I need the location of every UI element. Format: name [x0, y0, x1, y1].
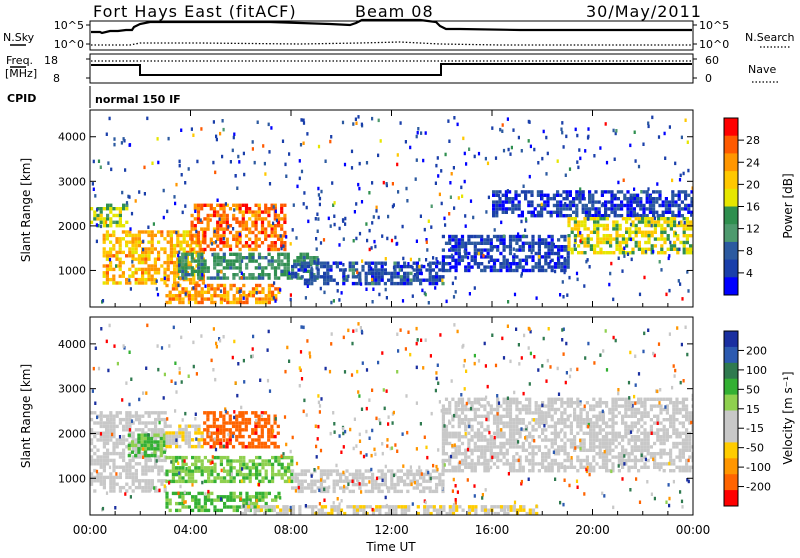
power-band-0	[90, 204, 128, 228]
velocity-colorbar-swatch	[724, 411, 738, 427]
power-colorbar-tick-label: 20	[746, 178, 760, 191]
freq-tick-top: 18	[44, 54, 58, 67]
velocity-colorbar-label: Velocity [m s⁻¹]	[781, 371, 795, 464]
ytick-label: 1000	[58, 264, 86, 277]
ytick-label: 1000	[58, 472, 86, 485]
velocity-colorbar-swatch	[724, 458, 738, 474]
velocity-colorbar-tick-label: -100	[746, 461, 771, 474]
power-colorbar-swatch	[724, 136, 738, 154]
velocity-colorbar-tick-label: 50	[746, 383, 760, 396]
power-panel: 1000 2000 3000 4000 Slant Range [km]	[19, 110, 695, 307]
velocity-ylabel: Slant Range [km]	[19, 364, 33, 468]
power-band-2	[165, 284, 280, 304]
nave-tick-bottom: 0	[705, 72, 712, 85]
velocity-colorbar-swatch	[724, 331, 738, 347]
cpid-row: CPID normal 150 IF	[7, 86, 181, 108]
power-band-8	[567, 217, 695, 254]
ytick-label: 3000	[58, 383, 86, 396]
velocity-colorbar-swatch	[724, 379, 738, 395]
noise-right-tick-bottom: 10^0	[699, 38, 729, 51]
nsearch-trace	[91, 42, 692, 45]
xtick-label: 12:00	[374, 523, 409, 537]
power-yticks: 1000 2000 3000 4000	[58, 131, 693, 278]
power-ylabel: Slant Range [km]	[19, 158, 33, 262]
power-band-7	[492, 190, 694, 217]
power-colorbar-tick-label: 12	[746, 223, 760, 236]
velocity-colorbar: 200 100 50 15 -15 -50 -100 -200 Velocity [m s⁻¹…	[724, 331, 795, 507]
power-colorbar-swatch	[724, 260, 738, 278]
velocity-colorbar-swatch	[724, 395, 738, 411]
nsearch-label: N.Search	[745, 31, 795, 44]
date-label: 30/May/2011	[586, 2, 702, 21]
xtick-label: 00:00	[676, 523, 711, 537]
velocity-colorbar-swatch	[724, 427, 738, 443]
nave-label: Nave	[748, 63, 776, 76]
velocity-colorbar-swatch	[724, 442, 738, 458]
power-colorbar-swatch	[724, 118, 738, 136]
velocity-colorbar-swatch	[724, 363, 738, 379]
power-colorbar-tick-label: 8	[746, 245, 753, 258]
velocity-colorbar-swatch	[724, 474, 738, 490]
power-colorbar-tick-label: 24	[746, 156, 760, 169]
velocity-colorbar-tick-label: -200	[746, 481, 771, 494]
noise-left-tick-bottom: 10^0	[54, 38, 84, 51]
power-band-6	[442, 235, 570, 272]
nsky-label: N.Sky	[3, 31, 35, 44]
power-colorbar-tick-label: 16	[746, 201, 760, 214]
power-colorbar-swatch	[724, 207, 738, 225]
freq-unit-label: [MHz]	[5, 67, 37, 80]
xtick-label: 20:00	[575, 523, 610, 537]
power-colorbar-swatch	[724, 189, 738, 207]
freq-tick-bottom: 8	[53, 72, 60, 85]
station-title: Fort Hays East (fitACF)	[93, 2, 297, 21]
velocity-colorbar-swatch	[724, 347, 738, 363]
power-colorbar-label: Power [dB]	[781, 173, 795, 238]
velocity-panel: 1000 2000 3000 4000 Slant Range [km]	[19, 317, 695, 515]
ytick-label: 3000	[58, 175, 86, 188]
noise-right-tick-top: 10^5	[699, 19, 729, 32]
velocity-colorbar-tick-label: 15	[746, 403, 760, 416]
power-colorbar-tick-label: 4	[746, 267, 753, 280]
velocity-colorbar-tick-label: 100	[746, 364, 767, 377]
nsky-trace	[91, 20, 692, 33]
vel-band-5	[165, 492, 280, 512]
power-band-1	[103, 230, 205, 284]
vel-band-7	[241, 505, 539, 515]
noise-panel: 10^5 10^0 10^5 10^0 N.Sky N.Search	[3, 19, 795, 51]
velocity-colorbar-swatch	[724, 490, 738, 506]
power-colorbar-swatch	[724, 277, 738, 295]
cpid-value: normal 150 IF	[95, 93, 181, 106]
power-colorbar-swatch	[724, 224, 738, 242]
ytick-label: 2000	[58, 427, 86, 440]
freq-label: Freq.	[6, 54, 33, 67]
ytick-label: 4000	[58, 338, 86, 351]
velocity-colorbar-tick-label: -15	[746, 422, 764, 435]
beam-label: Beam 08	[355, 2, 434, 21]
velocity-colorbar-tick-label: -50	[746, 442, 764, 455]
vel-band-3	[203, 411, 280, 448]
power-colorbar-swatch	[724, 153, 738, 171]
xtick-label: 08:00	[274, 523, 309, 537]
xtick-label: 00:00	[73, 523, 108, 537]
ytick-label: 2000	[58, 220, 86, 233]
frequency-panel: 18 8 60 0 Freq. [MHz] Nave	[5, 54, 780, 85]
velocity-colorbar-tick-label: 200	[746, 344, 767, 357]
power-colorbar-tick-label: 28	[746, 134, 760, 147]
power-data	[90, 115, 695, 304]
xtick-label: 16:00	[475, 523, 510, 537]
vel-band-2	[165, 425, 203, 449]
time-xlabel: Time UT	[365, 540, 416, 554]
power-colorbar: 28 24 20 16 12 8 4 Power [dB]	[724, 118, 795, 296]
cpid-label: CPID	[7, 92, 36, 105]
noise-left-tick-top: 10^5	[54, 19, 84, 32]
power-colorbar-swatch	[724, 242, 738, 260]
velocity-data	[90, 322, 695, 515]
xtick-label: 04:00	[173, 523, 208, 537]
power-colorbar-swatch	[724, 171, 738, 189]
frequency-trace	[91, 64, 692, 75]
ytick-label: 4000	[58, 131, 86, 144]
nave-tick-top: 60	[705, 54, 719, 67]
